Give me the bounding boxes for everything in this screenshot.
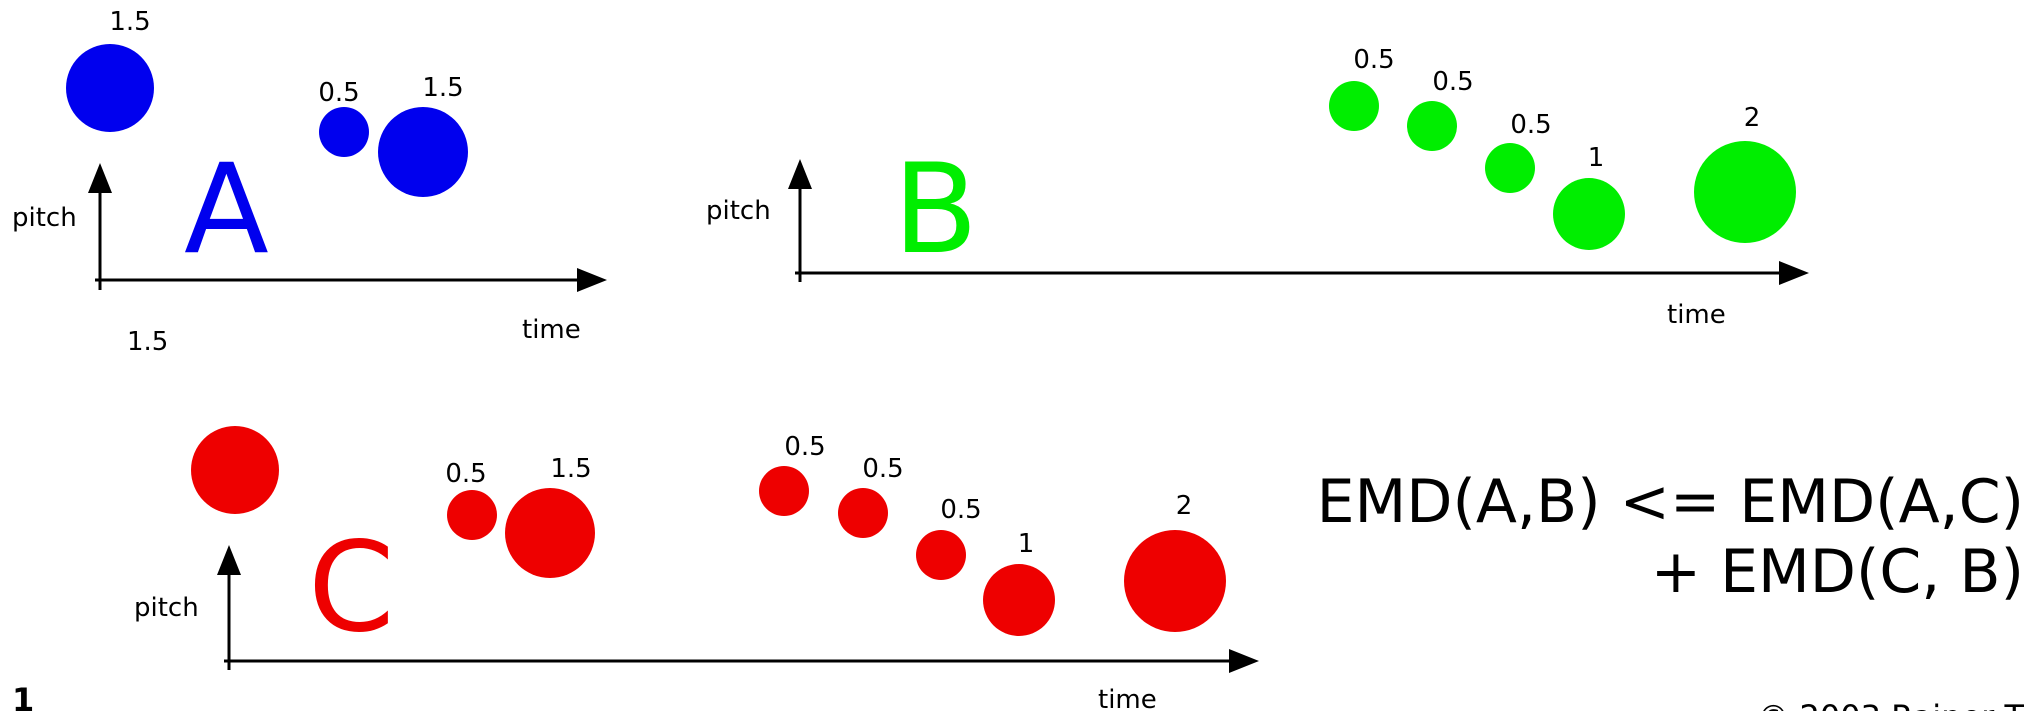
panel-c-note-weight-label: 0.5	[445, 459, 486, 489]
panel-c-note-circle	[916, 530, 966, 580]
panel-a-note-1: 1.5	[66, 7, 154, 132]
panel-c-note-circle	[447, 490, 497, 540]
panel-b-note-circle	[1694, 141, 1796, 243]
formula-line-2: + EMD(C, B)	[1651, 537, 2024, 607]
panel-c-letter: C	[308, 516, 395, 660]
panel-a-note-circle	[319, 107, 369, 157]
panel-b-axes	[788, 159, 1809, 285]
panel-b-note-circle	[1329, 81, 1379, 131]
panel-a-note-circle	[378, 107, 468, 197]
panel-a-note-weight-label: 0.5	[318, 78, 359, 108]
panel-b-note-weight-label: 1	[1588, 143, 1605, 173]
panel-c-note-6: 0.5	[916, 495, 982, 580]
panel-a-pitch-label: pitch	[12, 203, 77, 233]
panel-c-axes	[217, 545, 1259, 673]
panel-b-note-weight-label: 0.5	[1353, 45, 1394, 75]
panel-a-note-weight-label: 1.5	[422, 73, 463, 103]
panel-c-pitch-label: pitch	[134, 593, 199, 623]
panel-b-note-3: 0.5	[1485, 110, 1552, 193]
panel-b-note-circle	[1553, 178, 1625, 250]
panel-b-note-weight-label: 0.5	[1510, 110, 1551, 140]
panel-c-note-1	[191, 426, 279, 514]
panel-b-note-5: 2	[1694, 103, 1796, 243]
panel-c-note-circle	[191, 426, 279, 514]
copyright-notice: © 2003 Rainer T	[1757, 698, 2024, 711]
formula-line-1: EMD(A,B) <= EMD(A,C)	[1317, 467, 2024, 537]
panel-c-note-2: 0.5	[445, 459, 497, 540]
panel-c-time-label: time	[1098, 685, 1157, 711]
panel-c-note-weight-label: 1.5	[550, 454, 591, 484]
page-number: 1	[12, 681, 34, 711]
panel-b-note-1: 0.5	[1329, 45, 1395, 131]
panel-a-stray-label: 1.5	[127, 327, 168, 357]
panel-b: pitch time B 0.5 0.5 0.5 1 2	[706, 45, 1809, 330]
panel-b-note-weight-label: 2	[1744, 103, 1761, 133]
panel-c-note-circle	[983, 564, 1055, 636]
panel-c-note-weight-label: 2	[1176, 491, 1193, 521]
panel-c-note-7: 1	[983, 529, 1055, 636]
panel-b-pitch-label: pitch	[706, 196, 771, 226]
panel-a-axes	[88, 163, 607, 292]
panel-c-note-5: 0.5	[838, 454, 904, 538]
panel-b-note-weight-label: 0.5	[1432, 67, 1473, 97]
panel-c-note-weight-label: 1	[1018, 529, 1035, 559]
panel-c-note-4: 0.5	[759, 432, 826, 516]
panel-c-note-circle	[1124, 530, 1226, 632]
panel-a-note-2: 0.5	[318, 78, 369, 157]
panel-b-note-circle	[1485, 143, 1535, 193]
panel-a-letter: A	[184, 138, 269, 282]
panel-b-time-label: time	[1667, 300, 1726, 330]
panel-b-note-2: 0.5	[1407, 67, 1474, 151]
panel-b-letter: B	[893, 138, 978, 282]
panel-c-note-weight-label: 0.5	[784, 432, 825, 462]
panel-b-note-4: 1	[1553, 143, 1625, 250]
panel-c-note-circle	[838, 488, 888, 538]
panel-b-note-circle	[1407, 101, 1457, 151]
panel-a-note-weight-label: 1.5	[109, 7, 150, 37]
panel-c-note-circle	[505, 488, 595, 578]
panel-a-note-3: 1.5	[378, 73, 468, 197]
panel-c-note-8: 2	[1124, 491, 1226, 632]
panel-c-note-3: 1.5	[505, 454, 595, 578]
panel-c-note-circle	[759, 466, 809, 516]
panel-c: pitch time C 0.5 1.5 0.5 0.5 0.5 1	[134, 426, 1259, 711]
emd-inequality: EMD(A,B) <= EMD(A,C) + EMD(C, B)	[1317, 467, 2024, 607]
panel-c-note-weight-label: 0.5	[862, 454, 903, 484]
panel-a: pitch time 1.5 A 1.5 0.5 1.5	[12, 7, 607, 357]
panel-c-note-weight-label: 0.5	[940, 495, 981, 525]
panel-a-note-circle	[66, 44, 154, 132]
panel-a-time-label: time	[522, 315, 581, 345]
